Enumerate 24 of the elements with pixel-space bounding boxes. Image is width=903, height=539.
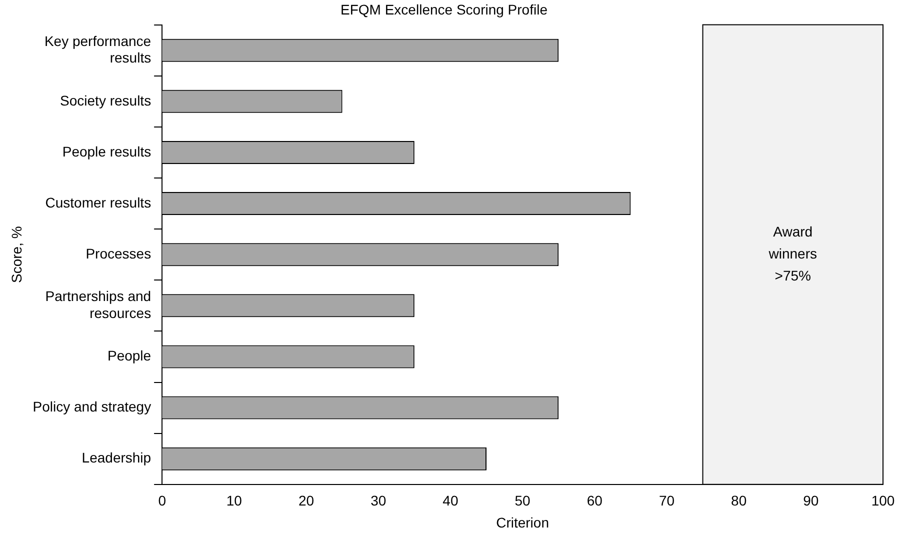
y-tick-label: Leadership [82, 450, 152, 466]
y-tick-label: Partnerships and resources [45, 288, 152, 321]
y-tick-label: Society results [60, 92, 152, 108]
y-axis-title: Score, % [8, 226, 24, 284]
x-tick-label: 30 [370, 492, 386, 509]
x-tick-label: 40 [442, 492, 458, 509]
x-tick-label: 10 [226, 492, 242, 509]
y-tick-label: Key performance results [44, 32, 152, 66]
chart-title: EFQM Excellence Scoring Profile [340, 1, 548, 18]
x-tick-label: 100 [871, 492, 895, 509]
y-tick-label: People results [62, 143, 152, 160]
x-tick-label: 90 [803, 492, 819, 509]
x-tick-label: 80 [731, 492, 747, 509]
y-tick-label: Processes [86, 245, 152, 262]
y-tick-label: Policy and strategy [32, 398, 152, 415]
x-tick-label: 20 [298, 492, 314, 509]
x-tick-label: 60 [586, 492, 603, 509]
y-tick-label: Customer results [45, 194, 152, 210]
band-label: Award winners >75% [768, 223, 818, 284]
y-tick-label: People [107, 348, 152, 364]
x-axis-title: Criterion [496, 514, 549, 530]
x-tick-label: 70 [658, 492, 675, 509]
x-tick-label: 50 [514, 492, 531, 509]
x-tick-label: 0 [158, 492, 166, 509]
